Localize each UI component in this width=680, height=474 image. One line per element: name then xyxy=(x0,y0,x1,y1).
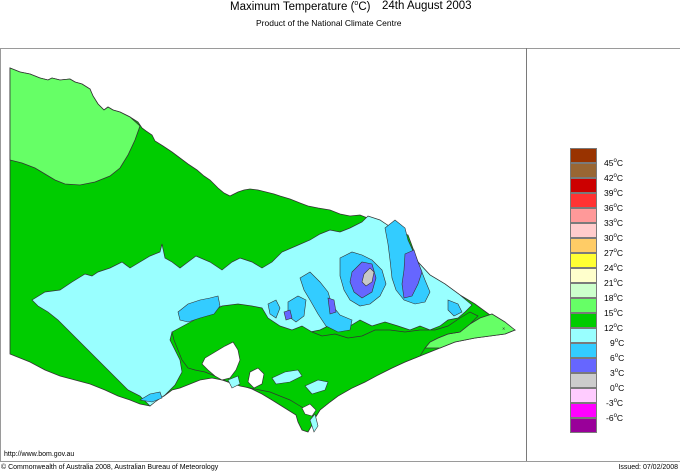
legend-label-3: 3oC xyxy=(610,368,625,378)
legend-label-12: 12oC xyxy=(604,323,623,333)
legend-label-6: 6oC xyxy=(610,353,625,363)
legend-label-minus3: -3oC xyxy=(606,398,624,408)
legend-label-0: 0oC xyxy=(610,383,625,393)
issued-date: Issued: 07/02/2008 xyxy=(618,464,678,471)
legend-swatch-24 xyxy=(570,253,597,268)
blue-9-12-patch xyxy=(177,295,221,323)
title-date: 24th August 2003 xyxy=(382,0,472,12)
footer-rule xyxy=(0,461,680,462)
map-title: Maximum Temperature (oC) 24th August 200… xyxy=(0,0,680,16)
legend-swatch-9 xyxy=(570,328,597,343)
legend-label-15: 15oC xyxy=(604,308,623,318)
purple-6-9-patch xyxy=(401,249,423,299)
bom-url-link[interactable]: http://www.bom.gov.au xyxy=(4,451,75,458)
legend-label-33: 33oC xyxy=(604,218,623,228)
legend-label-minus6: -6oC xyxy=(606,413,624,423)
copyright-notice: © Commonwealth of Australia 2008, Austra… xyxy=(1,464,219,471)
cyan-12-15-blob xyxy=(271,369,303,385)
legend-swatch-33 xyxy=(570,208,597,223)
legend-label-9: 9oC xyxy=(610,338,625,348)
cyan-12-15-blob xyxy=(309,413,319,433)
western-port-bay xyxy=(247,367,265,389)
se-point-marker: ✕ xyxy=(502,326,505,331)
central-green-band xyxy=(171,303,479,419)
legend-label-45: 45oC xyxy=(604,158,623,168)
legend-swatch-6 xyxy=(570,343,597,358)
grey-3-6-patch xyxy=(361,267,375,287)
legend-label-27: 27oC xyxy=(604,248,623,258)
blue-9-12-patch xyxy=(139,391,163,403)
purple-6-9-patch xyxy=(327,297,337,315)
legend-swatch-15 xyxy=(570,298,597,313)
blue-9-12-patch xyxy=(267,299,281,319)
legend-swatch-30 xyxy=(570,223,597,238)
legend-label-36: 36oC xyxy=(604,203,623,213)
legend-swatch-12 xyxy=(570,313,597,328)
purple-6-9-patch xyxy=(283,309,293,321)
legend-swatch-27 xyxy=(570,238,597,253)
subtitle: Product of the National Climate Centre xyxy=(256,18,402,28)
legend-swatch-45 xyxy=(570,148,597,163)
legend-label-21: 21oC xyxy=(604,278,623,288)
legend-label-42: 42oC xyxy=(604,173,623,183)
temperature-map: ✕ xyxy=(0,48,526,462)
legend-swatch-42 xyxy=(570,163,597,178)
legend-swatch-minus6 xyxy=(570,403,597,418)
legend-swatch-minus3 xyxy=(570,388,597,403)
panel-divider xyxy=(526,48,527,462)
port-phillip-bay xyxy=(201,341,241,381)
cyan-12-15-blob xyxy=(304,379,329,395)
legend-label-30: 30oC xyxy=(604,233,623,243)
legend-swatch-18 xyxy=(570,283,597,298)
legend-swatch-3 xyxy=(570,358,597,373)
legend-label-18: 18oC xyxy=(604,293,623,303)
cyan-12-15-blob xyxy=(227,375,241,389)
south-coast-notch xyxy=(301,403,317,417)
legend-swatch-36 xyxy=(570,193,597,208)
blue-9-12-patch xyxy=(447,299,463,317)
legend-swatch-21 xyxy=(570,268,597,283)
nw-above-18-zone xyxy=(9,67,141,186)
map-frame xyxy=(0,48,680,462)
legend-swatch-0 xyxy=(570,373,597,388)
legend-label-24: 24oC xyxy=(604,263,623,273)
legend-label-39: 39oC xyxy=(604,188,623,198)
blue-9-12-patch xyxy=(299,271,353,333)
title-variable: Maximum Temperature (oC) xyxy=(230,0,371,13)
legend-swatch-39 xyxy=(570,178,597,193)
legend-swatch-below-minus6 xyxy=(570,418,597,433)
